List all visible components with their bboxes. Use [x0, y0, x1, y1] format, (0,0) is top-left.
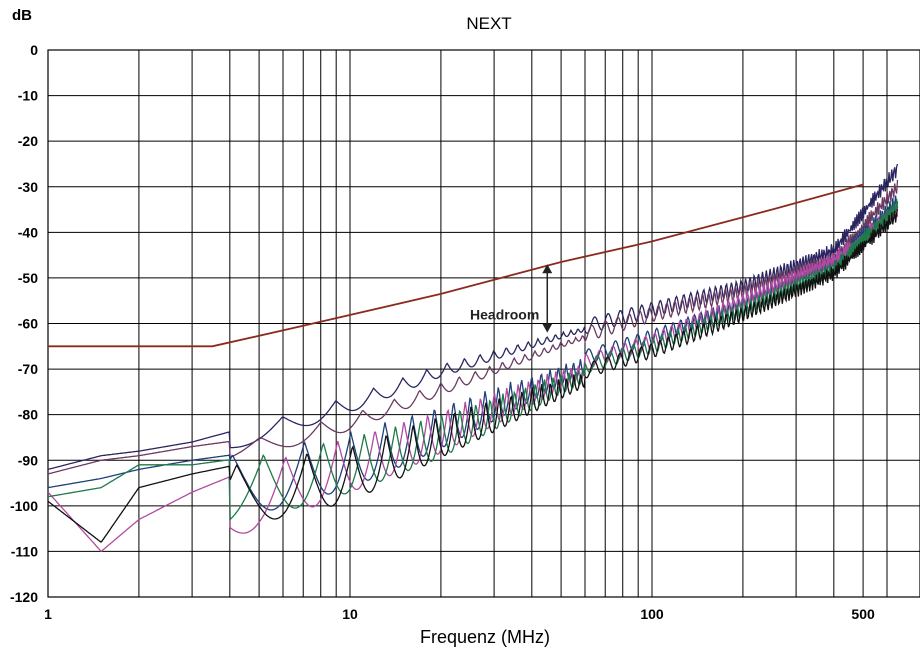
y-tick-label: -40 [18, 224, 38, 240]
y-tick-label: -90 [18, 452, 38, 468]
series-group [47, 163, 899, 552]
x-tick-label: 100 [640, 606, 664, 622]
x-axis-title: Frequenz (MHz) [420, 627, 550, 647]
y-tick-label: -60 [18, 316, 38, 332]
y-tick-label: -20 [18, 133, 38, 149]
x-tick-label: 1 [44, 606, 52, 622]
series-line [47, 208, 899, 543]
y-tick-label: -110 [11, 543, 38, 559]
y-tick-label: -100 [10, 498, 38, 514]
x-tick-label: 500 [851, 606, 875, 622]
y-axis-unit: dB [12, 7, 32, 24]
x-tick-labels: 1 10 100 500 [44, 606, 875, 622]
headroom-label: Headroom [470, 306, 539, 322]
y-tick-labels: 0 -10 -20 -30 -40 -50 -60 -70 -80 -90 -100 -110 -120 [10, 42, 38, 605]
y-tick-label: -50 [18, 270, 38, 286]
series-line [47, 195, 899, 511]
y-tick-label: 0 [30, 42, 38, 58]
headroom-arrow-head-up [542, 264, 553, 274]
limit-line [48, 183, 864, 348]
headroom-annotation: Headroom [470, 264, 553, 333]
y-tick-label: -80 [18, 407, 38, 423]
headroom-arrow-head-down [542, 323, 553, 333]
y-tick-label: -120 [10, 589, 38, 605]
series-line [47, 205, 899, 552]
y-tick-label: -70 [18, 361, 38, 377]
y-tick-label: -30 [18, 179, 38, 195]
grid [47, 49, 920, 598]
series-line [47, 179, 899, 475]
series-line [47, 198, 899, 521]
y-tick-label: -10 [18, 88, 38, 104]
chart-title: NEXT [466, 14, 511, 33]
x-tick-label: 10 [342, 606, 358, 622]
